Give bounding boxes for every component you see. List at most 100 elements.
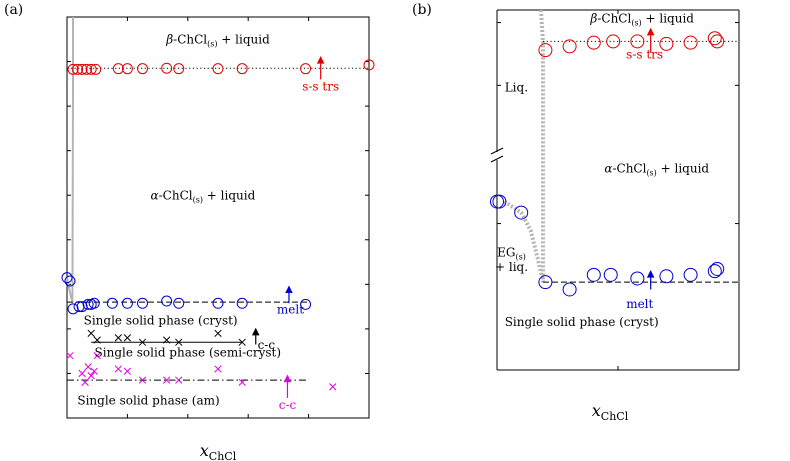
data-point-a-s1 <box>173 297 185 309</box>
data-point-a-s0 <box>121 63 133 75</box>
data-point-a-s1 <box>88 297 100 309</box>
data-point-b-s1 <box>538 275 553 290</box>
data-point-a-s2 <box>175 338 183 346</box>
data-point-b-s1 <box>562 282 577 297</box>
data-point-a-s0 <box>161 62 173 74</box>
data-point-b-s0 <box>659 36 674 51</box>
data-point-a-s3 <box>123 367 132 375</box>
data-point-b-s0 <box>707 31 722 46</box>
plot-frame-a <box>66 16 370 419</box>
data-point-a-s1 <box>67 303 79 315</box>
annotation-a-8: Single solid phase (am) <box>77 394 219 408</box>
liquidus-curve-a <box>66 17 75 303</box>
liquidus-vertical-b-upper <box>538 9 545 42</box>
s-s-trs-arrow-b <box>646 27 655 53</box>
panel-a: (a) β-ChCl(s) + liquid α-ChCl(s) + liquid… <box>4 2 375 461</box>
data-point-a-s1 <box>212 297 224 309</box>
data-point-a-s3 <box>78 369 86 378</box>
data-point-a-s3 <box>84 363 92 371</box>
data-point-a-s2 <box>214 329 222 337</box>
annotation-b-0: β-ChCl(s) + liquid <box>589 12 694 28</box>
data-point-a-s3 <box>175 376 183 384</box>
data-point-b-s1 <box>683 267 698 282</box>
data-point-a-s3 <box>93 351 101 360</box>
data-point-b-s1 <box>710 261 725 276</box>
data-point-b-s0 <box>562 39 577 54</box>
data-point-a-s1 <box>121 297 133 309</box>
data-point-b-s1 <box>707 264 722 279</box>
data-point-a-s0 <box>76 63 88 75</box>
annotation-a-4: Single solid phase (cryst) <box>84 313 238 327</box>
data-point-b-s0 <box>683 35 698 50</box>
data-point-a-s3 <box>90 367 98 375</box>
data-point-a-s0 <box>173 63 185 75</box>
data-point-b-s1 <box>492 194 507 209</box>
axis-break-mark-b <box>490 147 504 163</box>
data-point-a-s1 <box>82 298 94 310</box>
annotation-a-7: c-c <box>279 398 297 412</box>
data-point-b-s1 <box>514 205 529 220</box>
melt-arrow-a <box>285 285 293 304</box>
data-point-b-s1 <box>603 267 618 282</box>
data-point-a-s1 <box>236 297 248 309</box>
panel-label-a: (a) <box>4 2 23 18</box>
annotation-b-3: s-s trs <box>626 47 663 61</box>
x-axis-label-b: xChCl <box>592 401 629 423</box>
data-point-a-s0 <box>90 63 102 75</box>
data-point-a-s1 <box>300 298 312 310</box>
data-point-a-s3 <box>214 365 222 373</box>
c-c-arrow-a <box>251 327 260 345</box>
data-point-a-s1 <box>161 295 173 307</box>
data-point-a-s0 <box>85 63 97 75</box>
annotation-b-2: Liq. <box>505 81 528 95</box>
data-point-a-s2 <box>163 336 171 344</box>
annotation-b-4: melt <box>626 297 653 311</box>
data-point-a-s0 <box>112 63 124 75</box>
data-point-b-s1 <box>659 269 674 284</box>
data-point-a-s0 <box>236 63 248 75</box>
data-point-a-s2 <box>138 338 147 346</box>
data-point-a-s3 <box>138 376 147 384</box>
data-point-a-s2 <box>93 336 101 344</box>
data-point-a-s0 <box>81 63 93 75</box>
annotation-b-5: Single solid phase (cryst) <box>505 315 659 329</box>
data-point-b-s0 <box>710 34 725 49</box>
panel-b: (b) β-ChCl(s) + liquid α-ChCl(s) + liquid… <box>412 2 740 423</box>
data-point-a-s0 <box>363 59 375 71</box>
data-point-a-s2 <box>238 338 246 346</box>
panel-label-b: (b) <box>412 2 432 18</box>
x-axis-label-a: xChCl <box>200 441 237 461</box>
data-point-a-s3 <box>81 378 89 387</box>
data-point-a-s3 <box>66 351 74 360</box>
data-point-a-s0 <box>67 63 79 75</box>
data-point-b-s0 <box>538 43 553 58</box>
data-point-a-s1 <box>137 297 148 309</box>
data-point-a-s0 <box>137 63 148 75</box>
data-point-a-s3 <box>87 372 95 380</box>
data-point-a-s0 <box>212 63 224 75</box>
data-point-b-s0 <box>606 34 621 49</box>
data-point-a-s3 <box>329 383 337 391</box>
melt-arrow-b <box>646 270 655 290</box>
annotation-b-6: EG(s) <box>497 246 526 262</box>
data-point-a-s3 <box>114 365 122 373</box>
data-point-a-s0 <box>300 63 312 75</box>
s-s-trs-arrow-a <box>316 55 325 80</box>
data-point-a-s3 <box>238 378 246 387</box>
data-point-a-s1 <box>64 275 76 287</box>
annotation-a-5: c-c <box>258 338 276 352</box>
annotation-a-1: α-ChCl(s) + liquid <box>151 189 256 205</box>
data-point-a-s2 <box>87 329 95 337</box>
annotation-a-2: s-s trs <box>302 80 339 94</box>
data-point-b-s0 <box>586 35 601 50</box>
annotation-a-0: β-ChCl(s) + liquid <box>165 33 270 49</box>
data-point-a-s1 <box>61 272 73 284</box>
data-point-a-s3 <box>163 376 171 384</box>
annotation-b-1: α-ChCl(s) + liquid <box>604 161 709 177</box>
annotation-a-3: melt <box>277 302 304 316</box>
data-point-b-s1 <box>630 271 645 286</box>
c-c-arrow-a-magenta <box>283 374 292 398</box>
data-point-a-s0 <box>72 63 84 75</box>
data-point-a-s1 <box>106 297 118 309</box>
